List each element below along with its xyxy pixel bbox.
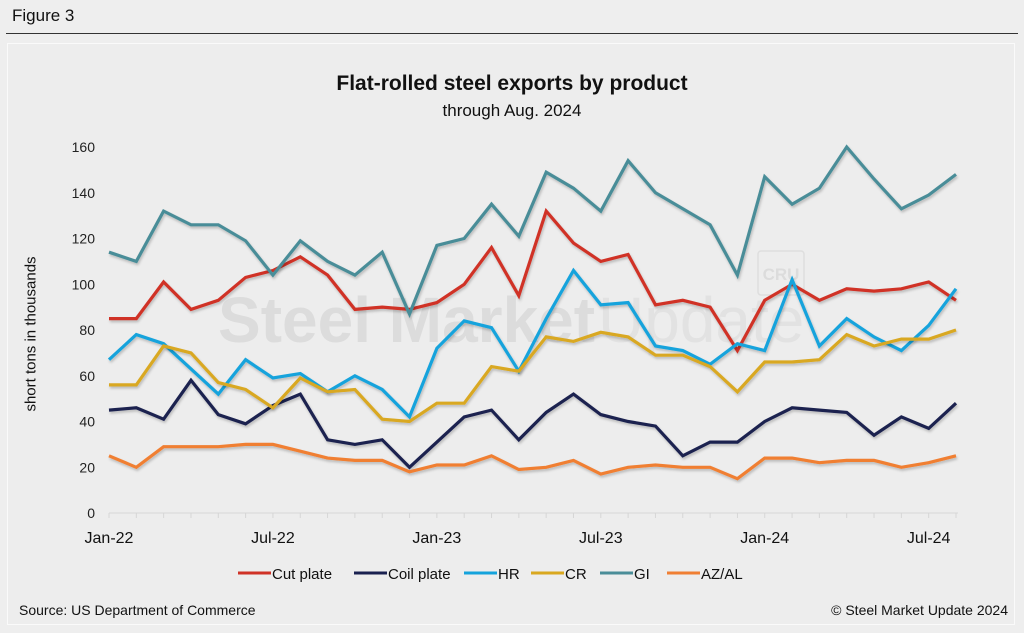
x-tick-label: Jul-22 [251, 530, 295, 547]
series-line-cut-plate [109, 207, 957, 354]
legend-label: AZ/AL [701, 566, 743, 583]
x-tick-label: Jul-24 [907, 530, 951, 547]
y-tick-label: 100 [72, 276, 96, 292]
legend: Cut plate Coil plate HR CR GI AZ/AL [238, 566, 743, 583]
y-tick-label: 120 [72, 231, 96, 247]
y-axis: 0 20 40 60 80 100 120 140 160 [72, 139, 96, 521]
y-tick-label: 160 [72, 139, 96, 155]
copyright-note: © Steel Market Update 2024 [831, 602, 1008, 618]
x-axis: Jan-22 Jul-22 Jan-23 Jul-23 Jan-24 Jul-24 [85, 512, 958, 547]
y-tick-label: 20 [79, 459, 95, 475]
legend-label: HR [498, 566, 520, 583]
chart-subtitle: through Aug. 2024 [442, 101, 582, 120]
watermark-badge-text: CRU [763, 265, 800, 284]
legend-item-cut-plate: Cut plate [238, 566, 332, 583]
x-tick-label: Jan-24 [740, 530, 789, 547]
legend-label: CR [565, 566, 587, 583]
figure-label: Figure 3 [12, 6, 75, 25]
legend-item-cr: CR [531, 566, 587, 583]
series-line-coil-plate [108, 377, 958, 470]
chart-title: Flat-rolled steel exports by product [336, 72, 688, 95]
watermark: Steel Market Update CRU [218, 250, 805, 356]
figure-divider [6, 33, 1018, 34]
series-line-cr [109, 328, 957, 424]
source-note: Source: US Department of Commerce [19, 602, 256, 618]
legend-item-coil-plate: Coil plate [354, 566, 451, 583]
x-tick-label: Jan-22 [85, 530, 134, 547]
legend-label: Cut plate [272, 566, 332, 583]
y-tick-label: 140 [72, 185, 96, 201]
watermark-badge [757, 250, 805, 296]
series-line-gi [108, 144, 957, 319]
legend-item-az-al: AZ/AL [667, 566, 743, 583]
series-layer [107, 144, 958, 481]
y-tick-label: 0 [87, 505, 95, 521]
y-tick-label: 60 [79, 368, 95, 384]
x-tick-label: Jan-23 [412, 530, 461, 547]
series-line-hr [107, 267, 958, 420]
series-line-az-al [108, 442, 957, 481]
legend-item-hr: HR [464, 566, 520, 583]
x-tick-label: Jul-23 [579, 530, 623, 547]
y-tick-label: 80 [79, 322, 95, 338]
y-tick-label: 40 [79, 414, 95, 430]
legend-label: Coil plate [388, 566, 451, 583]
legend-label: GI [634, 566, 650, 583]
legend-item-gi: GI [600, 566, 650, 583]
y-axis-label: short tons in thousands [22, 256, 40, 412]
